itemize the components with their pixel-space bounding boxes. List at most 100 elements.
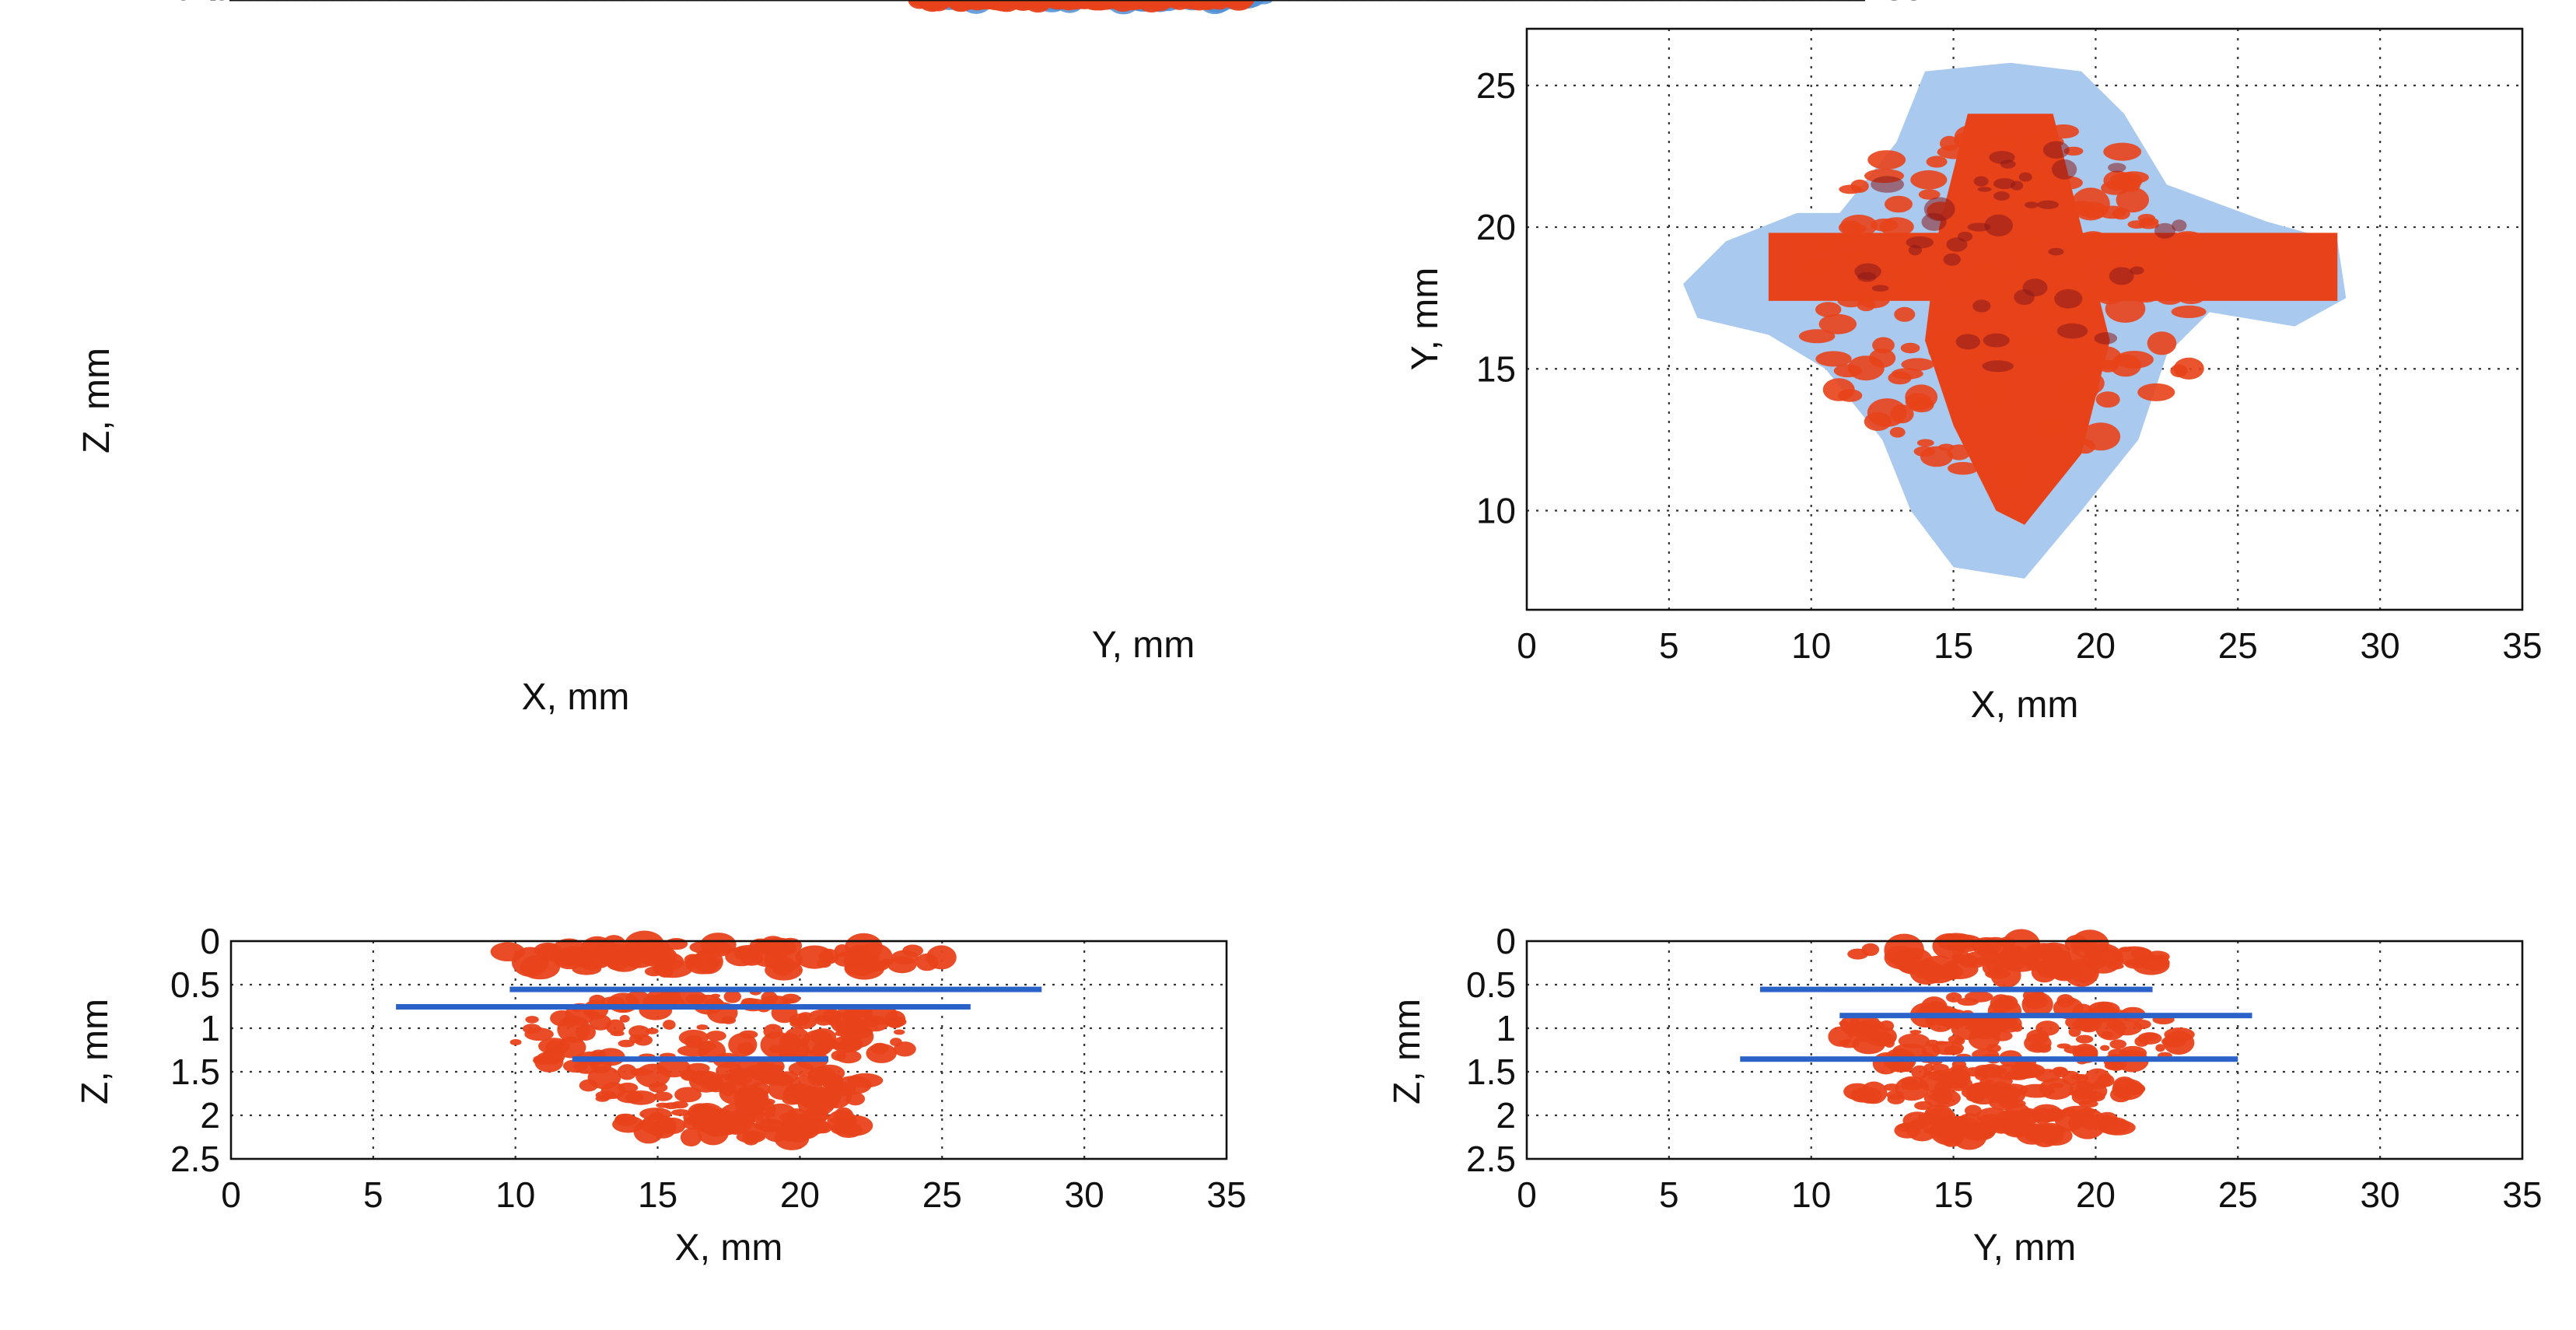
defect-blob (1872, 1052, 1900, 1075)
defect-blob (2078, 1100, 2098, 1108)
defect-blob (2070, 201, 2095, 215)
defect-blob (765, 1103, 797, 1125)
x-tick-label: 10 (1791, 625, 1831, 666)
defect-blob (1923, 1063, 1934, 1073)
dark-overlap-blob (2172, 219, 2187, 232)
defect-blob (1860, 1081, 1888, 1104)
defect-blob (2112, 1078, 2144, 1101)
defect-blob (617, 1082, 639, 1094)
dark-overlap-blob (1977, 187, 1992, 192)
dark-overlap-blob (1943, 253, 1961, 266)
defect-blob (674, 1087, 702, 1103)
defect-blob (617, 1064, 637, 1080)
defect-blob (2132, 955, 2170, 975)
defect-blob (834, 951, 858, 967)
defect-blob (835, 1122, 863, 1138)
defect-blob (1916, 439, 1934, 447)
defect-blob (1072, 0, 1091, 7)
defect-blob (2062, 375, 2099, 403)
defect-blob (1918, 189, 1941, 200)
defect-blob (1944, 279, 1977, 296)
dark-overlap-blob (1908, 244, 1922, 256)
x-tick-label: 15 (1934, 1174, 1973, 1215)
defect-blob (2035, 1069, 2061, 1083)
defect-blob (1965, 1067, 1983, 1077)
defect-blob (2008, 237, 2036, 256)
defect-blob (2075, 439, 2096, 454)
defect-blob (660, 1117, 686, 1134)
defect-blob (1991, 1031, 2013, 1041)
defect-blob (2116, 187, 2149, 213)
dark-overlap-blob (2042, 141, 2070, 159)
defect-blob (1926, 156, 1948, 168)
defect-blob (1885, 195, 1913, 213)
defect-blob (1889, 427, 1906, 438)
z-tick-label: 0.5 (173, 0, 223, 8)
x-tick-label: 15 (638, 1174, 677, 1215)
defect-blob (795, 945, 834, 969)
dark-overlap-blob (2109, 267, 2134, 285)
defect-blob (947, 0, 975, 11)
defect-blob (894, 1041, 916, 1057)
x-tick-label: 5 (1659, 1174, 1679, 1215)
defect-blob (1948, 462, 1979, 475)
defect-blob (1888, 371, 1912, 385)
x-tick-label: 35 (2502, 1174, 2542, 1215)
defect-blob (618, 1039, 635, 1048)
chart-panel-3 (1525, 929, 2524, 1160)
y-tick-label: 0 (1496, 921, 1516, 961)
defect-blob (2075, 1034, 2094, 1044)
defect-blob (2064, 935, 2089, 953)
defect-blob (1879, 217, 1914, 236)
defect-blob (894, 1029, 905, 1035)
defect-blob (1900, 342, 1920, 354)
defect-blob (586, 952, 611, 968)
defect-blob (2024, 1034, 2052, 1053)
defect-blob (2155, 1044, 2165, 1052)
dark-overlap-blob (1955, 334, 1980, 350)
defect-blob (2048, 1083, 2063, 1089)
defect-blob (2133, 1020, 2151, 1029)
defect-blob (691, 1104, 719, 1121)
x-tick-label: 35 (2502, 625, 2542, 666)
defect-blob (1921, 1043, 1941, 1059)
defect-blob (1990, 994, 2013, 1013)
defect-blob (2095, 247, 2128, 261)
reference-layer-line (396, 1004, 971, 1010)
defect-blob (589, 994, 606, 1006)
defect-blob (1906, 261, 1923, 272)
defect-blob (1923, 1088, 1961, 1108)
y-axis-label: Y, mm (1405, 268, 1446, 370)
z-tick-label: 2.5 (173, 0, 223, 8)
defect-blob (1884, 1038, 1895, 1048)
defect-blob (635, 1063, 670, 1088)
defect-blob (1905, 393, 1932, 411)
defect-blob (678, 1029, 709, 1046)
y-tick-label: 1 (1496, 1008, 1516, 1048)
defect-blob (2024, 170, 2056, 182)
defect-blob (847, 1073, 884, 1088)
axes-frame (1525, 27, 2524, 611)
defect-blob (1089, 0, 1108, 8)
defect-blob (2068, 1027, 2081, 1038)
defect-blob (2021, 992, 2053, 1017)
defect-blob (686, 955, 704, 969)
defect-blob (1919, 1071, 1952, 1093)
defect-blob (741, 998, 758, 1006)
dark-overlap-blob (2022, 278, 2048, 297)
defect-blob (1913, 446, 1936, 457)
x-axis-label: Y, mm (1973, 1227, 2076, 1269)
defect-blob (1844, 1023, 1871, 1038)
defect-blob (742, 1123, 767, 1141)
defect-blob (1974, 957, 1988, 965)
x-tick-label: 0 (1517, 1174, 1537, 1215)
defect-blob (789, 1013, 810, 1027)
defect-blob (1939, 1122, 1969, 1136)
x-tick-label: 35 (1206, 1174, 1246, 1215)
defect-blob (663, 1020, 676, 1030)
defect-blob (734, 950, 749, 960)
defect-blob (706, 1031, 726, 1041)
defect-blob (739, 1030, 758, 1039)
defect-blob (1850, 179, 1869, 193)
dark-overlap-blob (1984, 214, 2013, 236)
